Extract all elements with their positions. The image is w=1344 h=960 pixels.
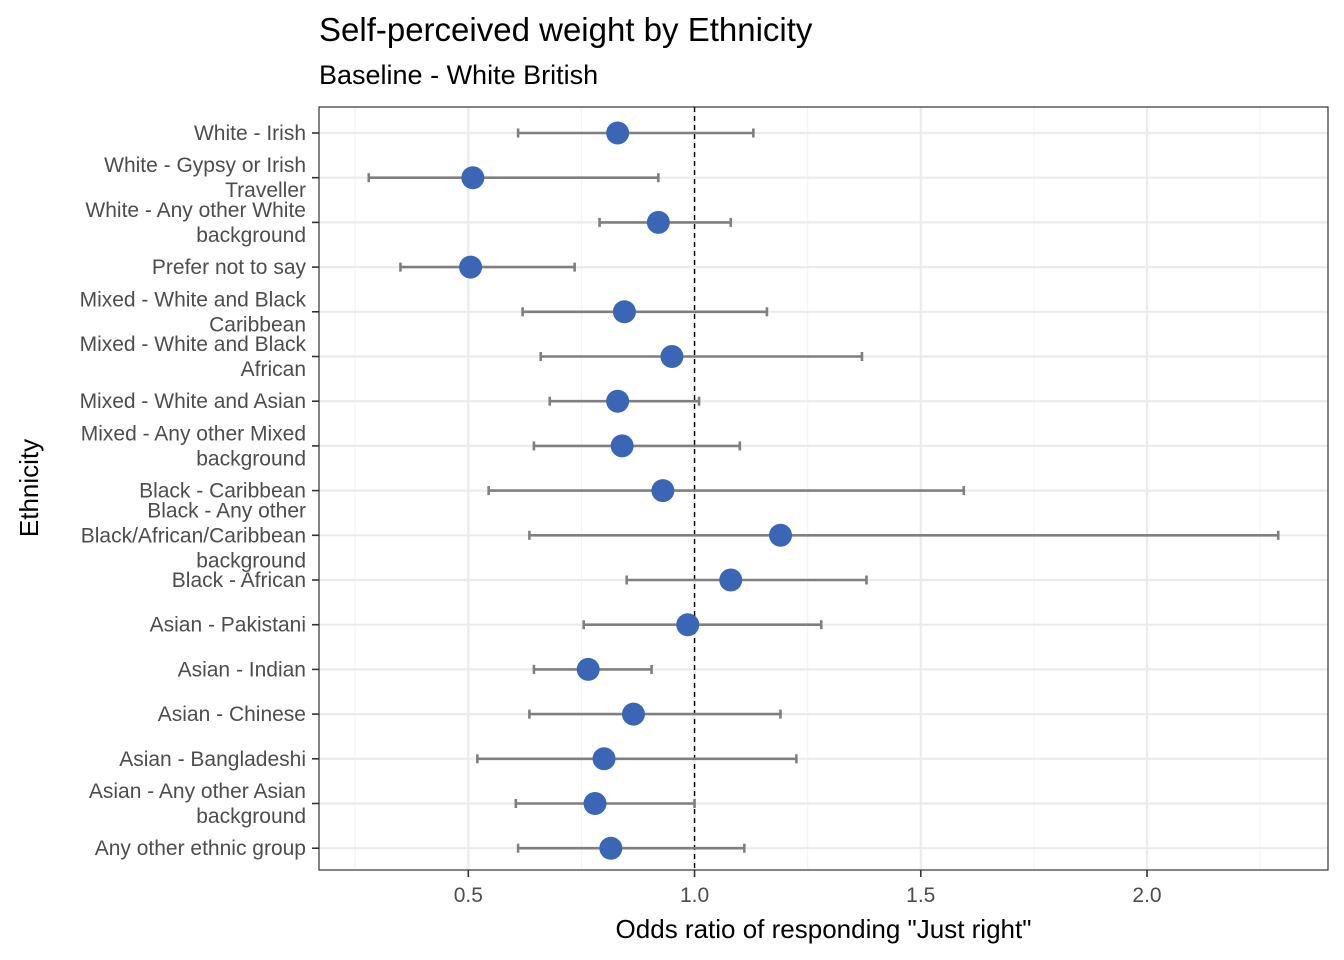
x-tick-label: 0.5 xyxy=(454,884,483,907)
plot-border xyxy=(318,106,1329,871)
y-tick-label-line: Caribbean xyxy=(209,313,306,336)
estimate-point xyxy=(769,523,793,547)
estimate-point xyxy=(576,657,600,681)
y-tick-label: Any other ethnic group xyxy=(95,837,306,860)
y-tick-label: Asian - Bangladeshi xyxy=(119,748,306,771)
y-axis-title: Ethnicity xyxy=(14,439,44,537)
estimate-point xyxy=(651,479,675,503)
y-tick-label-line: background xyxy=(196,549,306,572)
y-tick-label: Prefer not to say xyxy=(152,256,307,279)
estimate-point xyxy=(660,345,684,368)
y-tick-label-line: Asian - Chinese xyxy=(158,703,306,726)
y-tick-label: White - Irish xyxy=(194,122,306,145)
y-tick-label-line: background xyxy=(196,447,306,470)
errorbar xyxy=(521,307,769,317)
y-tick-label-line: African xyxy=(241,358,306,381)
y-tick-label-line: Black/African/Caribbean xyxy=(81,524,306,547)
y-tick-label-line: Black - African xyxy=(172,569,306,592)
y-tick-label-line: Black - Any other xyxy=(147,499,306,522)
y-tick-label: Black - Caribbean xyxy=(139,480,306,503)
plot-panel xyxy=(319,107,1328,870)
y-tick-label-line: Mixed - White and Black xyxy=(80,333,307,356)
errorbar xyxy=(539,352,864,361)
y-tick-label-line: White - Irish xyxy=(194,122,306,145)
estimate-point xyxy=(646,210,670,234)
y-tick-label-line: Asian - Any other Asian xyxy=(89,780,306,803)
errorbar xyxy=(528,530,1280,540)
y-tick-label-line: Prefer not to say xyxy=(152,256,307,279)
y-tick-label-line: White - Any other White xyxy=(85,199,306,222)
estimate-point xyxy=(592,747,616,771)
y-tick-label: Black - African xyxy=(172,569,306,592)
estimate-point xyxy=(719,568,743,592)
error-bars xyxy=(367,128,1280,853)
errorbar xyxy=(528,709,782,719)
y-tick-label-line: Traveller xyxy=(225,179,306,202)
x-tick-label: 2.0 xyxy=(1132,884,1161,907)
estimate-point xyxy=(612,300,636,324)
y-tick-label-line: Mixed - Any other Mixed xyxy=(81,422,306,445)
estimate-point xyxy=(610,434,634,458)
errorbar xyxy=(625,575,868,585)
y-tick-label-line: background xyxy=(196,805,306,828)
y-tick-label: Mixed - White and Black African xyxy=(80,333,307,381)
errorbar xyxy=(532,441,742,451)
y-tick-label: Asian - Indian xyxy=(178,658,306,681)
y-tick-label-line: Mixed - White and Black xyxy=(80,288,307,311)
y-tick-label: Black - Any other Black/African/Caribbean… xyxy=(81,499,306,572)
y-tick-label: Mixed - White and Black Caribbean xyxy=(80,288,307,336)
estimate-point xyxy=(599,836,623,860)
y-tick-label-line: Asian - Pakistani xyxy=(150,614,306,637)
errorbar xyxy=(582,620,823,630)
y-tick-label: White - Any other White background xyxy=(85,199,306,247)
errorbar xyxy=(399,262,576,272)
y-tick-label: White - Gypsy or Irish Traveller xyxy=(104,154,306,202)
y-tick-label-line: Asian - Bangladeshi xyxy=(119,748,306,771)
estimate-point xyxy=(583,792,607,815)
y-tick-label-line: Mixed - White and Asian xyxy=(80,390,306,413)
x-axis: 0.5 1.0 1.5 2.0 xyxy=(454,870,1162,907)
y-tick-label: Asian - Any other Asian background xyxy=(89,780,306,828)
y-tick-label: Mixed - White and Asian xyxy=(80,390,306,413)
estimate-point xyxy=(606,121,630,145)
errorbar xyxy=(367,173,660,183)
estimate-point xyxy=(621,702,645,726)
estimate-point xyxy=(606,389,630,413)
x-tick-label: 1.0 xyxy=(680,884,709,907)
y-axis: White - Irish White - Gypsy or Irish Trave… xyxy=(80,122,319,860)
estimate-point xyxy=(676,613,700,637)
estimate-points xyxy=(459,121,793,860)
y-tick-label-line: Any other ethnic group xyxy=(95,837,306,860)
errorbar xyxy=(476,754,798,764)
y-tick-label-line: White - Gypsy or Irish xyxy=(104,154,306,177)
errorbar xyxy=(516,128,755,138)
chart-subtitle: Baseline - White British xyxy=(319,60,598,90)
y-tick-label: Asian - Chinese xyxy=(158,703,306,726)
estimate-point xyxy=(461,166,485,190)
y-tick-label-line: background xyxy=(196,224,306,247)
y-tick-label-line: Black - Caribbean xyxy=(139,480,306,503)
errorbar xyxy=(516,843,746,853)
y-tick-label-line: Asian - Indian xyxy=(178,658,306,681)
estimate-point xyxy=(459,255,483,279)
chart-title: Self-perceived weight by Ethnicity xyxy=(319,11,813,48)
x-tick-label: 1.5 xyxy=(906,884,935,907)
x-axis-title: Odds ratio of responding "Just right" xyxy=(616,914,1032,944)
y-tick-label: Mixed - Any other Mixed background xyxy=(81,422,306,470)
y-tick-label: Asian - Pakistani xyxy=(150,614,306,637)
errorbar xyxy=(487,486,966,496)
